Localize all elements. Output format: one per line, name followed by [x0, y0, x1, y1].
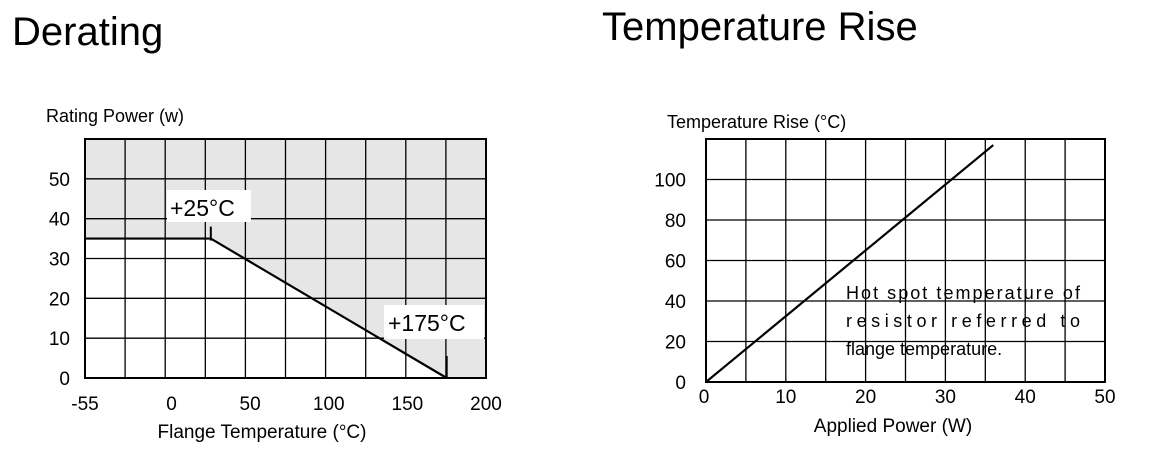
- derating-y-tick-label: 50: [49, 170, 70, 191]
- derating-x-tick-label: 150: [392, 394, 424, 415]
- temperature-rise-y-tick-label: 40: [665, 292, 686, 313]
- temperature-rise-plot-frame: [705, 138, 1106, 383]
- derating-y-axis-label: Rating Power (w): [46, 106, 184, 126]
- temperature-rise-grid: [706, 139, 1105, 382]
- note-line-1: Hot spot temperature of: [846, 283, 1081, 303]
- derating-x-tick-labels: -55 0 50 100 150 200: [71, 394, 502, 415]
- derating-chart: +25°C +175°C -55 0 50 100 150 200 01020304050…: [46, 106, 502, 443]
- temperature-rise-y-tick-labels: 0 20 40 60 80 100: [654, 171, 686, 395]
- temperature-rise-y-tick-label: 100: [654, 171, 686, 192]
- derating-safe-region: [85, 238, 447, 378]
- derating-y-tick-label: 0: [59, 369, 70, 390]
- derating-x-tick-label: 100: [313, 394, 345, 415]
- derating-x-tick-label: 0: [166, 394, 177, 415]
- annotation-175-background: [384, 305, 484, 339]
- temperature-rise-title: Temperature Rise: [602, 5, 918, 49]
- derating-y-tick-label: 20: [49, 289, 70, 310]
- annotation-plus-25c: +25°C: [170, 195, 235, 221]
- derating-title: Derating: [12, 10, 164, 54]
- derating-x-axis-label: Flange Temperature (°C): [158, 422, 367, 443]
- temperature-rise-y-axis-label: Temperature Rise (°C): [667, 112, 846, 132]
- temperature-rise-chart: Hot spot temperature of resistor referre…: [654, 112, 1115, 437]
- derating-x-tick-label: 200: [470, 394, 502, 415]
- note-line-3: flange temperature.: [846, 339, 1002, 359]
- temperature-rise-x-tick-label: 10: [775, 387, 796, 408]
- temperature-rise-x-tick-labels: 0 10 20 30 40 50: [699, 387, 1116, 408]
- derating-y-tick-label: 40: [49, 210, 70, 231]
- temperature-rise-y-tick-label: 60: [665, 252, 686, 273]
- temperature-rise-curve: [705, 144, 994, 383]
- derating-y-tick-label: 30: [49, 250, 70, 271]
- temperature-rise-y-tick-label: 20: [665, 333, 686, 354]
- derating-x-tick-label: -55: [71, 394, 98, 415]
- derating-y-tick-labels: 0 10 20 30 40 50: [49, 170, 70, 390]
- temperature-rise-y-tick-label: 80: [665, 211, 686, 232]
- temperature-rise-x-tick-label: 30: [935, 387, 956, 408]
- annotation-plus-175c: +175°C: [388, 310, 466, 336]
- temperature-rise-y-tick-label: 0: [675, 373, 686, 394]
- temperature-rise-x-tick-label: 50: [1094, 387, 1115, 408]
- note-line-2: resistor referred to: [846, 311, 1080, 331]
- temperature-rise-x-tick-label: 0: [699, 387, 710, 408]
- temperature-rise-x-axis-label: Applied Power (W): [814, 416, 972, 437]
- derating-plot-frame: [84, 138, 487, 379]
- derating-x-tick-label: 50: [240, 394, 261, 415]
- annotation-25-background: [167, 190, 251, 222]
- temperature-rise-x-tick-label: 40: [1015, 387, 1036, 408]
- temperature-rise-x-tick-label: 20: [855, 387, 876, 408]
- derating-y-tick-label: 10: [49, 329, 70, 350]
